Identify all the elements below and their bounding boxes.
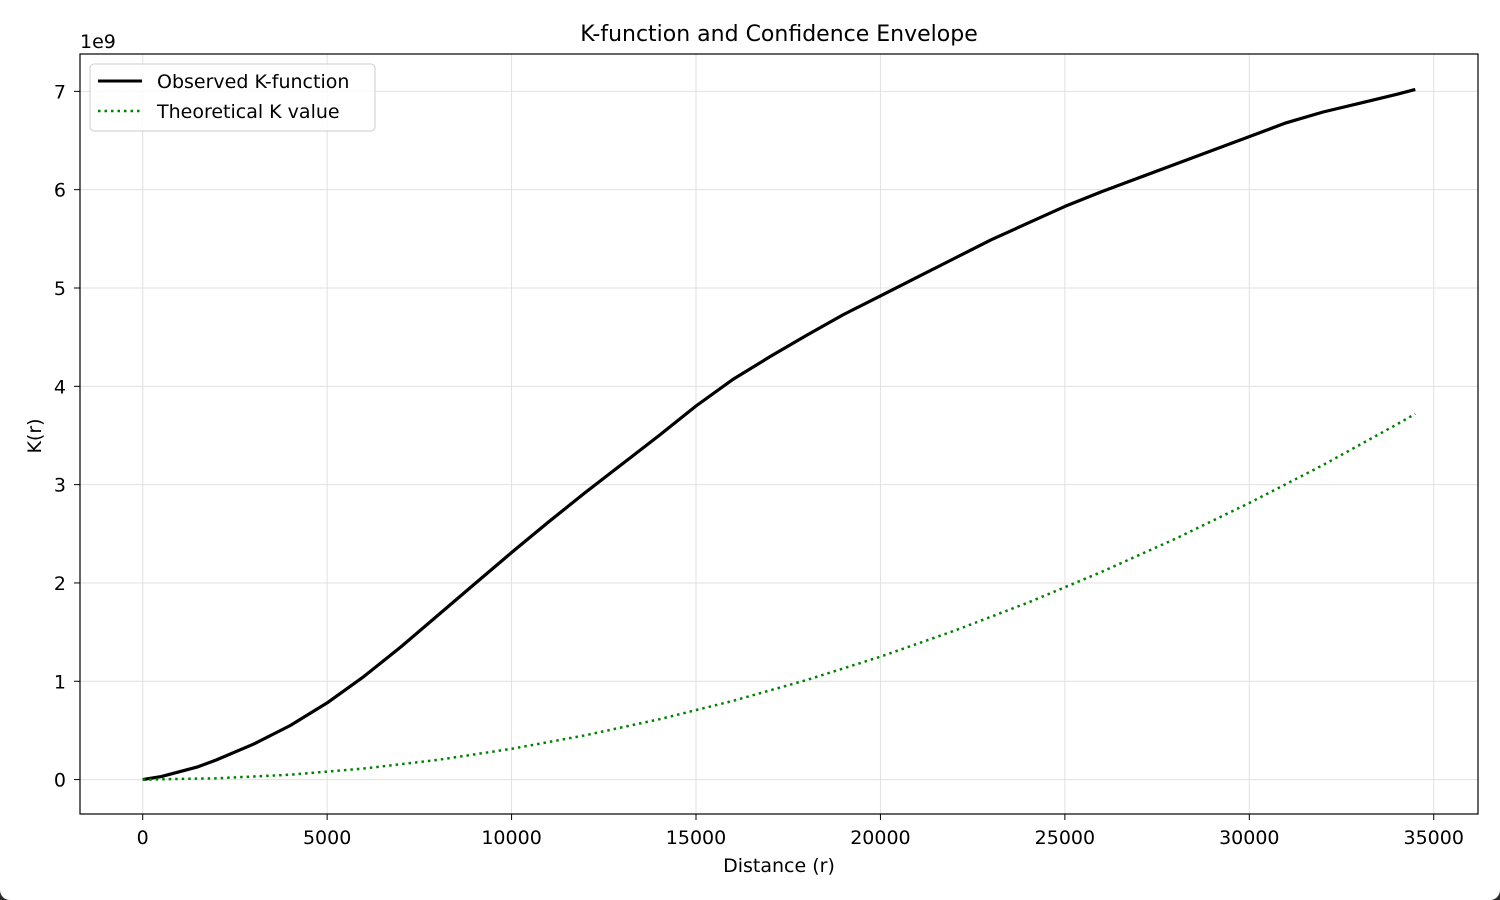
y-offset-label: 1e9 [80,31,116,53]
x-tick-label: 5000 [303,827,351,849]
y-tick-label: 5 [54,278,66,300]
x-tick-label: 10000 [481,827,541,849]
y-tick-label: 7 [54,81,66,103]
series-line-theoretical [142,412,1416,781]
x-tick-label: 30000 [1219,827,1279,849]
legend-box [89,63,376,132]
y-tick-label: 1 [54,671,66,693]
series-layer [142,87,1416,782]
chart-title: K-function and Confidence Envelope [580,22,977,47]
legend-label-theoretical: Theoretical K value [156,101,340,123]
y-tick-label: 0 [54,770,66,792]
grid [80,54,1478,814]
x-tick-label: 25000 [1035,827,1095,849]
series-line-observed [142,87,1416,782]
y-tick-label: 3 [54,475,66,497]
x-axis-label: Distance (r) [723,855,835,877]
y-axis-label: K(r) [24,418,46,453]
legend-label-observed: Observed K-function [157,71,349,93]
x-tick-label: 35000 [1404,827,1464,849]
plot-frame [79,53,1479,815]
x-tick-label: 20000 [850,827,910,849]
y-tick-label: 4 [54,376,66,398]
y-tick-label: 6 [54,180,66,202]
y-axis-ticks: 0 1 2 3 4 5 6 7 [54,81,80,792]
x-axis-ticks: 0 5000 10000 15000 20000 25000 30000 35000 [137,814,1464,849]
legend: Observed K-function Theoretical K value [89,63,376,132]
x-tick-label: 0 [137,827,149,849]
y-tick-label: 2 [54,573,66,595]
x-tick-label: 15000 [666,827,726,849]
